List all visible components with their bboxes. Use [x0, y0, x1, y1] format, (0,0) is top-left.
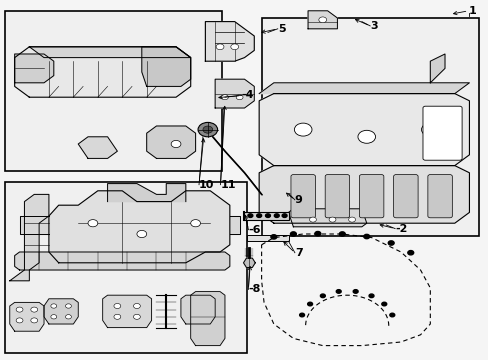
Polygon shape	[259, 83, 468, 94]
Circle shape	[114, 314, 121, 319]
Circle shape	[357, 130, 375, 143]
Circle shape	[190, 220, 200, 227]
FancyBboxPatch shape	[290, 175, 315, 218]
Polygon shape	[307, 11, 337, 29]
Polygon shape	[429, 54, 444, 83]
Bar	[246, 235, 288, 241]
Bar	[244, 212, 288, 220]
Circle shape	[363, 234, 369, 239]
Circle shape	[65, 315, 71, 319]
Circle shape	[318, 17, 326, 23]
Polygon shape	[243, 258, 255, 267]
Polygon shape	[10, 194, 49, 281]
Circle shape	[216, 44, 224, 50]
Circle shape	[31, 318, 38, 323]
Circle shape	[31, 307, 38, 312]
Polygon shape	[29, 47, 190, 58]
Text: -2: -2	[394, 224, 407, 234]
Circle shape	[51, 315, 57, 319]
Circle shape	[16, 307, 23, 312]
Circle shape	[16, 318, 23, 323]
Circle shape	[389, 313, 394, 317]
Polygon shape	[229, 216, 239, 234]
Circle shape	[309, 217, 316, 222]
Circle shape	[290, 232, 296, 236]
Text: 10: 10	[199, 180, 214, 190]
Polygon shape	[181, 295, 215, 324]
FancyBboxPatch shape	[325, 175, 349, 218]
Circle shape	[328, 217, 335, 222]
Circle shape	[421, 123, 438, 136]
Polygon shape	[190, 292, 224, 346]
Circle shape	[336, 290, 341, 293]
Circle shape	[203, 126, 212, 133]
FancyBboxPatch shape	[359, 175, 383, 218]
Polygon shape	[20, 216, 49, 234]
Circle shape	[307, 302, 312, 306]
Bar	[5, 182, 246, 353]
Circle shape	[274, 214, 279, 217]
Text: 5: 5	[277, 24, 285, 34]
Circle shape	[137, 230, 146, 238]
Circle shape	[230, 44, 238, 50]
Text: 1: 1	[468, 6, 475, 16]
Circle shape	[51, 304, 57, 308]
Circle shape	[256, 214, 261, 217]
FancyBboxPatch shape	[393, 175, 417, 218]
Circle shape	[133, 314, 140, 319]
Circle shape	[171, 140, 181, 148]
Polygon shape	[288, 209, 366, 227]
Circle shape	[320, 294, 325, 298]
Text: 9: 9	[294, 195, 302, 205]
Circle shape	[198, 122, 217, 137]
Circle shape	[387, 241, 393, 245]
Polygon shape	[15, 47, 190, 97]
Circle shape	[314, 231, 320, 236]
Circle shape	[339, 232, 345, 236]
Circle shape	[299, 313, 304, 317]
Polygon shape	[215, 79, 254, 108]
Circle shape	[352, 290, 357, 293]
Circle shape	[282, 214, 286, 217]
Circle shape	[368, 294, 373, 298]
Circle shape	[265, 214, 270, 217]
Text: -4: -4	[241, 90, 254, 100]
Circle shape	[407, 251, 413, 255]
Polygon shape	[259, 94, 468, 166]
Circle shape	[133, 303, 140, 309]
Polygon shape	[142, 47, 190, 86]
FancyBboxPatch shape	[427, 175, 451, 218]
Circle shape	[65, 304, 71, 308]
Text: 7: 7	[294, 248, 302, 258]
Circle shape	[88, 220, 98, 227]
Polygon shape	[44, 299, 78, 324]
Polygon shape	[49, 191, 229, 263]
Polygon shape	[15, 252, 229, 270]
Text: -8: -8	[248, 284, 260, 294]
Polygon shape	[146, 126, 195, 158]
Polygon shape	[10, 302, 44, 331]
FancyBboxPatch shape	[422, 106, 461, 160]
Polygon shape	[15, 54, 54, 83]
Bar	[261, 18, 478, 236]
Text: 3: 3	[369, 21, 377, 31]
Polygon shape	[78, 137, 117, 158]
Circle shape	[294, 123, 311, 136]
Bar	[5, 11, 222, 171]
Circle shape	[270, 235, 276, 239]
Circle shape	[221, 95, 228, 100]
Polygon shape	[102, 295, 151, 328]
Polygon shape	[205, 22, 254, 61]
Circle shape	[247, 214, 252, 217]
Text: 11: 11	[220, 180, 236, 190]
Polygon shape	[259, 166, 468, 223]
Circle shape	[236, 95, 243, 100]
Circle shape	[114, 303, 121, 309]
Circle shape	[381, 302, 386, 306]
Polygon shape	[107, 184, 185, 202]
Text: -6: -6	[248, 225, 261, 235]
Circle shape	[348, 217, 355, 222]
